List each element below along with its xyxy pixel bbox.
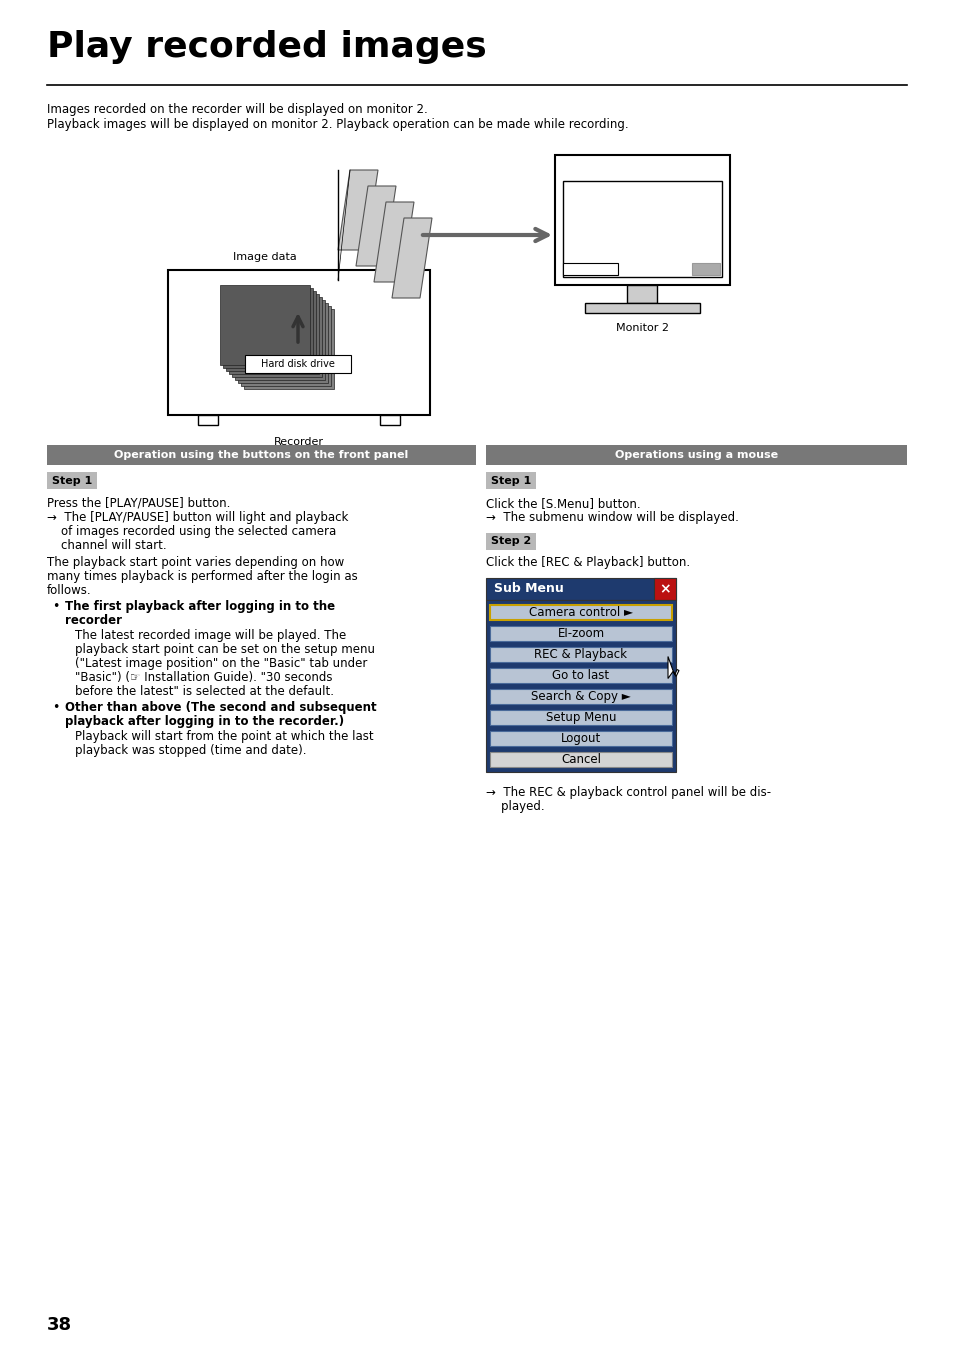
Polygon shape <box>232 297 322 377</box>
Bar <box>691 263 720 275</box>
Text: Image data: Image data <box>233 252 296 262</box>
Bar <box>626 285 657 302</box>
Bar <box>485 599 676 772</box>
Bar <box>584 302 700 313</box>
Polygon shape <box>220 285 310 364</box>
Text: Sub Menu: Sub Menu <box>494 582 563 595</box>
Text: EI-zoom: EI-zoom <box>557 626 604 640</box>
Text: follows.: follows. <box>47 585 91 597</box>
Polygon shape <box>244 309 334 389</box>
Text: Playback will start from the point at which the last: Playback will start from the point at wh… <box>75 730 374 742</box>
Text: before the latest" is selected at the default.: before the latest" is selected at the de… <box>75 684 334 698</box>
Text: The latest recorded image will be played. The: The latest recorded image will be played… <box>75 629 346 643</box>
Text: The playback start point varies depending on how: The playback start point varies dependin… <box>47 556 344 568</box>
Polygon shape <box>355 186 395 266</box>
Text: 38: 38 <box>47 1316 72 1334</box>
Text: channel will start.: channel will start. <box>61 539 167 552</box>
Bar <box>485 446 906 464</box>
Text: •: • <box>52 599 59 613</box>
Text: REC & Playback: REC & Playback <box>534 648 627 662</box>
Text: Step 2: Step 2 <box>491 536 531 547</box>
Text: Step 1: Step 1 <box>51 475 92 486</box>
Bar <box>562 181 721 277</box>
Bar <box>485 472 536 489</box>
Bar <box>490 668 671 683</box>
Polygon shape <box>667 656 679 679</box>
Text: Cancel: Cancel <box>560 753 600 765</box>
Bar <box>654 578 676 599</box>
Text: Other than above (The second and subsequent: Other than above (The second and subsequ… <box>65 701 376 714</box>
Bar <box>485 533 536 549</box>
Text: Monitor 2: Monitor 2 <box>616 323 668 333</box>
Text: Search & Copy ►: Search & Copy ► <box>531 690 630 703</box>
Polygon shape <box>226 292 315 371</box>
Text: Operations using a mouse: Operations using a mouse <box>615 450 778 460</box>
Text: playback start point can be set on the setup menu: playback start point can be set on the s… <box>75 643 375 656</box>
Polygon shape <box>229 294 318 374</box>
Bar <box>168 270 430 414</box>
Text: Hard disk drive: Hard disk drive <box>261 359 335 369</box>
Text: Setup Menu: Setup Menu <box>545 711 616 724</box>
Bar <box>490 710 671 725</box>
Text: →  The submenu window will be displayed.: → The submenu window will be displayed. <box>485 512 739 524</box>
Text: •: • <box>52 701 59 714</box>
Text: The first playback after logging in to the: The first playback after logging in to t… <box>65 599 335 613</box>
Bar <box>490 730 671 747</box>
Polygon shape <box>223 288 313 369</box>
Text: →  The [PLAY/PAUSE] button will light and playback: → The [PLAY/PAUSE] button will light and… <box>47 512 348 524</box>
Polygon shape <box>392 217 432 298</box>
Bar <box>485 578 676 599</box>
Text: Play recorded images: Play recorded images <box>47 30 486 63</box>
Bar <box>379 414 399 425</box>
Bar <box>490 647 671 662</box>
Text: Camera control ►: Camera control ► <box>529 606 633 620</box>
Text: Operation using the buttons on the front panel: Operation using the buttons on the front… <box>114 450 408 460</box>
Text: "Basic") (☞ Installation Guide). "30 seconds: "Basic") (☞ Installation Guide). "30 sec… <box>75 671 333 684</box>
Text: played.: played. <box>485 801 544 813</box>
Polygon shape <box>234 300 325 379</box>
Bar <box>47 446 476 464</box>
Bar <box>562 263 618 275</box>
Text: Playback images will be displayed on monitor 2. Playback operation can be made w: Playback images will be displayed on mon… <box>47 117 628 131</box>
Bar <box>490 688 671 703</box>
Bar <box>490 752 671 767</box>
Polygon shape <box>237 302 328 383</box>
Text: many times playback is performed after the login as: many times playback is performed after t… <box>47 570 357 583</box>
Bar <box>490 626 671 641</box>
Text: ("Latest image position" on the "Basic" tab under: ("Latest image position" on the "Basic" … <box>75 657 367 670</box>
Bar <box>245 355 351 373</box>
Bar <box>490 605 671 620</box>
Text: Recorder: Recorder <box>274 437 324 447</box>
Polygon shape <box>241 306 331 386</box>
Text: Click the [REC & Playback] button.: Click the [REC & Playback] button. <box>485 556 689 568</box>
Bar <box>47 472 97 489</box>
Text: Logout: Logout <box>560 732 600 745</box>
Polygon shape <box>337 170 377 250</box>
Text: recorder: recorder <box>65 614 122 626</box>
Text: ×: × <box>659 582 670 595</box>
Text: Step 1: Step 1 <box>491 475 531 486</box>
Text: playback after logging in to the recorder.): playback after logging in to the recorde… <box>65 716 344 728</box>
Text: Go to last: Go to last <box>552 670 609 682</box>
Polygon shape <box>374 202 414 282</box>
Bar <box>555 155 729 285</box>
Text: of images recorded using the selected camera: of images recorded using the selected ca… <box>61 525 335 539</box>
Text: Click the [S.Menu] button.: Click the [S.Menu] button. <box>485 497 640 510</box>
Text: →  The REC & playback control panel will be dis-: → The REC & playback control panel will … <box>485 786 770 799</box>
Text: Images recorded on the recorder will be displayed on monitor 2.: Images recorded on the recorder will be … <box>47 103 427 116</box>
Bar <box>198 414 218 425</box>
Text: Press the [PLAY/PAUSE] button.: Press the [PLAY/PAUSE] button. <box>47 497 230 510</box>
Text: playback was stopped (time and date).: playback was stopped (time and date). <box>75 744 306 757</box>
